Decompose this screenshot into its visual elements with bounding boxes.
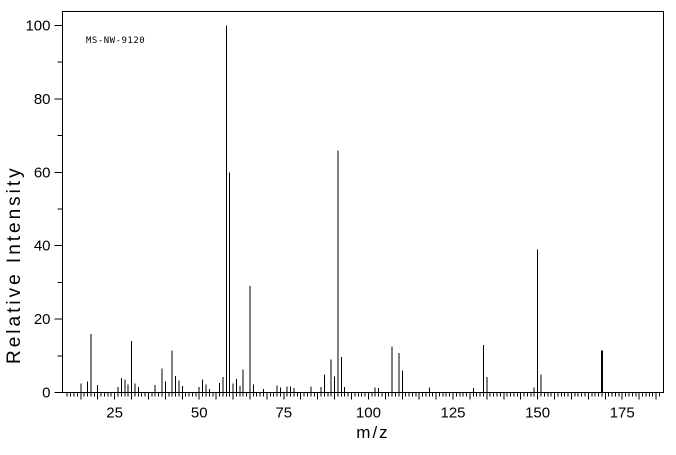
x-tick-label: 125: [440, 405, 465, 422]
x-axis-title: m/z: [356, 423, 390, 442]
y-tick-label: 40: [34, 238, 51, 255]
spectrum-id-label: MS-NW-9120: [86, 36, 146, 46]
y-tick-label: 0: [42, 385, 50, 402]
y-tick-label: 80: [34, 91, 51, 108]
y-axis-title: Relative Intensity: [4, 165, 25, 365]
y-tick-label: 60: [34, 164, 51, 181]
x-tick-label: 25: [106, 405, 123, 422]
x-tick-label: 75: [275, 405, 292, 422]
x-tick-label: 175: [610, 405, 635, 422]
x-tick-label: 150: [525, 405, 550, 422]
axis-frame: [62, 11, 664, 393]
x-tick-label: 100: [356, 405, 381, 422]
y-tick-label: 20: [34, 311, 51, 328]
x-tick-label: 50: [191, 405, 208, 422]
y-tick-label: 100: [25, 18, 50, 35]
